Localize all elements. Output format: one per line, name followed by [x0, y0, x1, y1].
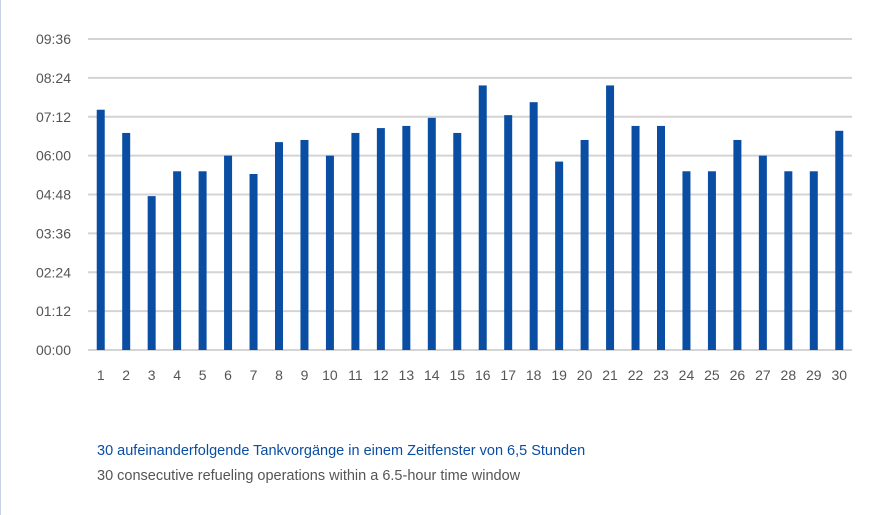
x-tick-label: 4 [173, 367, 181, 383]
x-tick-label: 26 [730, 367, 746, 383]
x-tick-label: 29 [806, 367, 822, 383]
y-tick-label: 07:12 [36, 109, 71, 125]
x-tick-label: 14 [424, 367, 440, 383]
bar-11 [351, 132, 360, 350]
x-tick-label: 16 [475, 367, 491, 383]
bar-7 [249, 173, 258, 350]
x-tick-label: 27 [755, 367, 771, 383]
y-tick-label: 00:00 [36, 342, 71, 358]
bar-23 [657, 125, 665, 350]
bar-20 [580, 139, 589, 350]
bar-8 [275, 142, 283, 350]
y-tick-label: 09:36 [36, 31, 71, 47]
bar-18 [529, 102, 538, 350]
y-tick-label: 03:36 [36, 225, 71, 241]
x-tick-label: 2 [122, 367, 130, 383]
bar-22 [631, 125, 640, 350]
bar-21 [606, 85, 615, 351]
bar-26 [733, 139, 742, 350]
x-tick-label: 25 [704, 367, 720, 383]
bar-28 [784, 171, 793, 350]
x-axis-ticks: 1 2 3 4 5 6 7 8 9 10 11 12 13 14 15 16 17 18 19 20 21 22 23 24 2… [97, 367, 847, 383]
bar-13 [402, 125, 411, 350]
x-tick-label: 21 [602, 367, 618, 383]
bar-19 [555, 161, 564, 350]
y-tick-label: 04:48 [36, 187, 71, 203]
x-tick-label: 19 [551, 367, 567, 383]
x-tick-label: 15 [449, 367, 465, 383]
bar-5 [198, 171, 207, 350]
x-tick-label: 13 [399, 367, 415, 383]
bar-2 [122, 132, 131, 350]
bar-15 [453, 132, 462, 350]
x-tick-label: 18 [526, 367, 542, 383]
y-axis-ticks: 00:00 01:12 02:24 03:36 04:48 06:00 07:12 08:24… [36, 31, 71, 358]
bar-17 [504, 115, 513, 350]
bar-4 [173, 171, 182, 350]
bars [96, 85, 844, 351]
x-tick-label: 7 [250, 367, 258, 383]
bar-16 [478, 85, 487, 351]
x-tick-label: 23 [653, 367, 669, 383]
x-tick-label: 30 [831, 367, 847, 383]
x-tick-label: 28 [781, 367, 797, 383]
x-tick-label: 8 [275, 367, 283, 383]
gridlines [88, 38, 852, 351]
y-tick-label: 02:24 [36, 264, 71, 280]
x-tick-label: 6 [224, 367, 232, 383]
y-tick-label: 01:12 [36, 303, 71, 319]
bar-14 [427, 117, 436, 350]
bar-27 [758, 155, 767, 350]
x-tick-label: 17 [500, 367, 516, 383]
x-tick-label: 20 [577, 367, 593, 383]
bar-9 [300, 139, 309, 350]
x-tick-label: 3 [148, 367, 156, 383]
bar-25 [707, 171, 716, 350]
caption-english: 30 consecutive refueling operations with… [97, 468, 521, 484]
x-tick-label: 10 [322, 367, 338, 383]
y-tick-label: 08:24 [36, 70, 71, 86]
caption-german: 30 aufeinanderfolgende Tankvorgänge in e… [97, 443, 586, 459]
bar-12 [376, 128, 385, 350]
x-tick-label: 9 [301, 367, 309, 383]
bar-chart: 00:00 01:12 02:24 03:36 04:48 06:00 07:12 08:24… [36, 31, 852, 383]
bar-6 [224, 155, 233, 350]
x-tick-label: 22 [628, 367, 644, 383]
x-tick-label: 24 [679, 367, 695, 383]
bar-29 [809, 171, 818, 350]
y-tick-label: 06:00 [36, 148, 71, 164]
left-border [0, 0, 1, 515]
bar-24 [682, 171, 691, 350]
x-tick-label: 11 [348, 367, 363, 383]
x-tick-label: 1 [97, 367, 105, 383]
bar-30 [835, 130, 844, 350]
x-tick-label: 12 [373, 367, 389, 383]
bar-10 [325, 155, 334, 350]
x-tick-label: 5 [199, 367, 207, 383]
bar-3 [147, 196, 156, 350]
bar-1 [96, 109, 105, 351]
